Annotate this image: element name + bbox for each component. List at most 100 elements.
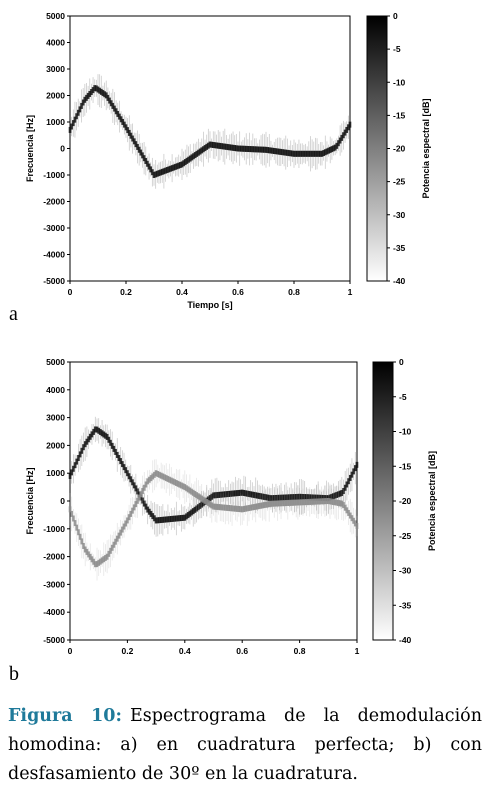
- trace-sample: [200, 495, 203, 502]
- trace-sample: [244, 505, 247, 512]
- y-tick-label: 5000: [46, 357, 65, 367]
- trace-sample: [278, 500, 281, 507]
- trace-sample: [229, 490, 232, 497]
- trace-sample: [218, 491, 222, 498]
- trace-sample: [94, 426, 97, 433]
- trace-sample: [289, 150, 293, 157]
- trace-sample: [348, 121, 352, 128]
- trace-sample: [136, 143, 139, 150]
- trace-sample: [173, 515, 176, 522]
- trace-sample: [78, 106, 82, 113]
- trace-sample: [237, 506, 241, 513]
- y-tick-label: 2000: [46, 91, 65, 101]
- trace-sample: [272, 147, 276, 154]
- trace-sample: [279, 148, 283, 155]
- trace-sample: [333, 499, 337, 506]
- trace-sample: [291, 494, 295, 501]
- trace-sample: [103, 91, 106, 98]
- trace-sample: [352, 468, 355, 475]
- trace-sample: [180, 482, 183, 489]
- trace-sample: [169, 165, 172, 172]
- trace-sample: [198, 494, 202, 501]
- trace-sample: [298, 493, 301, 500]
- trace-sample: [220, 143, 223, 150]
- trace-sample: [141, 152, 144, 159]
- trace-sample: [147, 163, 151, 170]
- trace-sample: [98, 87, 101, 94]
- trace-sample: [119, 458, 122, 465]
- trace-sample: [183, 514, 187, 521]
- trace-2: [68, 459, 359, 581]
- trace-sample: [267, 147, 271, 154]
- trace-sample: [227, 490, 230, 497]
- trace-sample: [271, 500, 274, 507]
- trace-sample: [283, 494, 286, 501]
- trace-sample: [144, 157, 148, 164]
- trace-sample: [181, 514, 185, 521]
- y-tick-label: 1000: [46, 468, 65, 478]
- trace-sample: [68, 126, 72, 133]
- trace-sample: [269, 500, 273, 507]
- trace-sample: [350, 515, 354, 522]
- trace-sample: [149, 166, 153, 173]
- trace-sample: [146, 478, 149, 485]
- trace-sample: [323, 149, 327, 156]
- trace-sample: [83, 546, 87, 553]
- trace-sample: [186, 512, 190, 519]
- trace-sample: [218, 142, 222, 149]
- trace-sample: [305, 150, 309, 157]
- trace-sample: [281, 500, 285, 507]
- trace-sample: [311, 494, 315, 501]
- y-tick-label: 3000: [46, 64, 65, 74]
- trace-sample: [70, 510, 73, 517]
- trace-sample: [261, 146, 265, 153]
- trace-sample: [139, 149, 143, 156]
- trace-sample: [305, 494, 308, 501]
- trace-sample: [95, 85, 98, 92]
- trace-sample: [335, 499, 339, 506]
- colorbar-tick-label: -30: [399, 566, 412, 576]
- trace-sample: [220, 491, 224, 498]
- trace-sample: [328, 146, 332, 153]
- trace-sample: [109, 100, 113, 107]
- y-tick-label: -3000: [43, 579, 65, 589]
- trace-sample: [170, 165, 174, 172]
- trace-sample: [271, 495, 274, 502]
- colorbar-tick-label: -5: [393, 44, 401, 54]
- trace-sample: [217, 491, 220, 498]
- trace-sample: [78, 533, 82, 540]
- trace-sample: [92, 558, 95, 565]
- trace-sample: [185, 485, 188, 492]
- trace-sample: [303, 499, 306, 506]
- trace-sample: [215, 142, 218, 149]
- colorbar-tick-label: -15: [399, 461, 412, 471]
- trace-sample: [289, 494, 293, 501]
- trace-sample: [95, 561, 99, 568]
- trace-sample: [340, 500, 344, 507]
- trace-sample: [221, 143, 225, 150]
- trace-sample: [322, 150, 325, 157]
- trace-sample: [207, 496, 210, 503]
- trace-sample: [163, 474, 166, 481]
- trace-sample: [232, 490, 236, 497]
- trace-sample: [139, 494, 143, 501]
- trace-sample: [316, 494, 320, 501]
- trace-sample: [80, 538, 84, 545]
- trace-sample: [274, 494, 278, 501]
- trace-sample: [203, 497, 207, 504]
- trace-sample: [114, 448, 117, 455]
- trace-sample: [92, 428, 95, 435]
- trace-sample: [347, 509, 350, 516]
- trace-sample: [294, 499, 298, 506]
- colorbar-tick-label: 0: [399, 357, 404, 367]
- trace-sample: [195, 505, 198, 512]
- trace-sample: [348, 474, 352, 481]
- trace-sample: [83, 96, 87, 103]
- trace-sample: [72, 515, 75, 522]
- trace-sample: [325, 498, 328, 505]
- trace-sample: [291, 150, 294, 157]
- trace-sample: [338, 490, 342, 497]
- trace-sample: [154, 171, 157, 178]
- trace-sample: [287, 150, 291, 157]
- trace-sample: [175, 515, 178, 522]
